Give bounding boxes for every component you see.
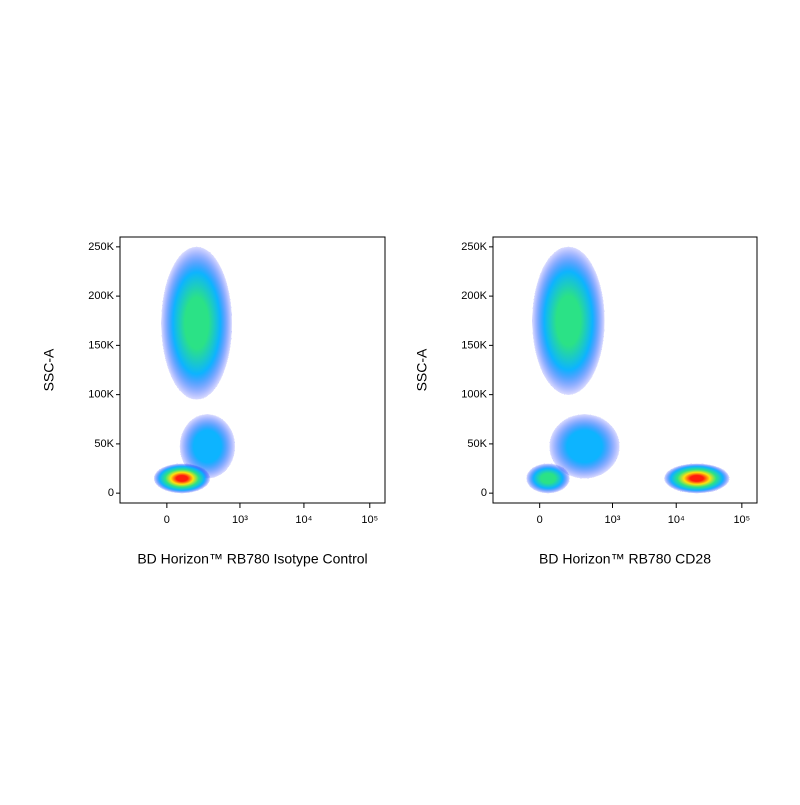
- y-tick-label: 50K: [94, 438, 114, 450]
- y-tick-label: 0: [481, 487, 487, 499]
- x-tick-label: 10⁵: [733, 514, 750, 526]
- y-tick-label: 200K: [88, 290, 114, 302]
- x-tick-label: 10⁴: [668, 514, 685, 526]
- y-tick-label: 200K: [461, 290, 487, 302]
- y-tick-label: 0: [108, 487, 114, 499]
- y-axis-label: SSC-A: [41, 348, 57, 391]
- plot: 0 50K 100K 150K 200K 250K 0 10³ 10⁴ 10⁵ SSC-A BD Ho…: [414, 236, 758, 567]
- y-tick-label: 250K: [88, 241, 114, 253]
- y-tick-label: 150K: [88, 339, 114, 351]
- plot: 0 50K 100K 150K 200K 250K 0 10³ 10⁴ 10⁵ SSC-A BD Ho…: [41, 236, 386, 567]
- x-tick-label: 10³: [232, 514, 248, 526]
- x-tick-label: 10⁵: [361, 514, 378, 526]
- x-axis-label: BD Horizon™ RB780 Isotype Control: [137, 551, 367, 567]
- y-tick-label: 100K: [88, 389, 114, 401]
- plot-frame: [492, 236, 758, 504]
- cell-population: [664, 463, 730, 494]
- y-axis-label: SSC-A: [414, 348, 430, 391]
- x-axis-label: BD Horizon™ RB780 CD28: [539, 551, 711, 567]
- cell-population: [179, 414, 235, 479]
- cell-population: [161, 246, 232, 400]
- cell-population: [154, 463, 210, 494]
- x-tick-label: 10³: [605, 514, 621, 526]
- x-tick-label: 10⁴: [295, 514, 312, 526]
- y-tick-label: 50K: [467, 438, 487, 450]
- x-tick-label: 0: [537, 514, 543, 526]
- plot-frame: [119, 236, 386, 504]
- y-tick-label: 100K: [461, 389, 487, 401]
- x-tick-label: 0: [164, 514, 170, 526]
- cell-population: [549, 414, 620, 479]
- cell-population: [532, 246, 605, 395]
- y-tick-label: 150K: [461, 339, 487, 351]
- cell-population: [526, 463, 570, 494]
- y-tick-label: 250K: [461, 241, 487, 253]
